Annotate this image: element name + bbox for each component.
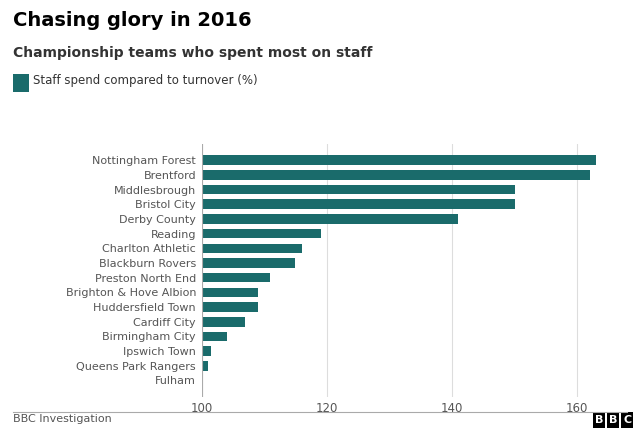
Bar: [202, 170, 589, 180]
Text: BBC Investigation: BBC Investigation: [13, 414, 111, 423]
Text: B: B: [609, 415, 618, 425]
Bar: [202, 155, 596, 165]
Bar: [202, 332, 227, 341]
Text: Chasing glory in 2016: Chasing glory in 2016: [13, 11, 252, 30]
Bar: [202, 199, 515, 209]
Bar: [202, 346, 211, 356]
Bar: [202, 273, 271, 283]
Bar: [202, 258, 296, 268]
Bar: [202, 302, 258, 312]
Text: Staff spend compared to turnover (%): Staff spend compared to turnover (%): [33, 74, 258, 87]
Bar: [202, 361, 208, 371]
Bar: [202, 185, 515, 194]
Bar: [202, 288, 258, 297]
Bar: [202, 244, 301, 253]
Bar: [202, 317, 245, 327]
Bar: [202, 229, 321, 238]
Text: C: C: [623, 415, 631, 425]
Bar: [202, 214, 458, 224]
Text: B: B: [595, 415, 604, 425]
Text: Championship teams who spent most on staff: Championship teams who spent most on sta…: [13, 46, 372, 60]
